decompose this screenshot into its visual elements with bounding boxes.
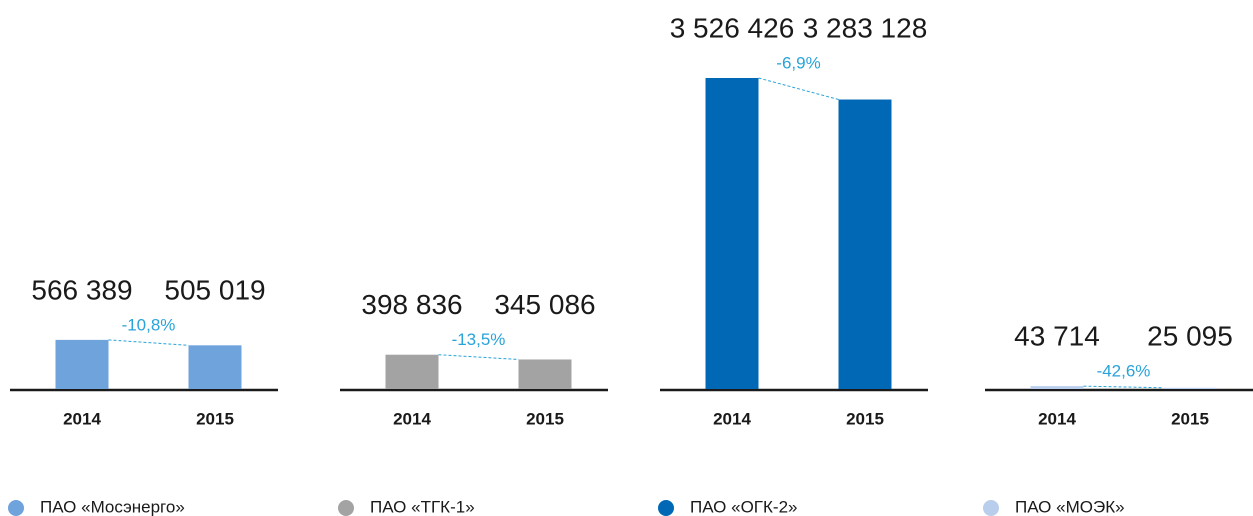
- legend-marker: [983, 500, 999, 516]
- value-label: 566 389: [31, 274, 132, 305]
- legend-label: ПАО «МОЭК»: [1015, 497, 1125, 516]
- category-label: 2015: [196, 409, 234, 428]
- change-label: -13,5%: [452, 330, 506, 349]
- legend-marker: [8, 500, 24, 516]
- value-label: 25 095: [1147, 321, 1233, 352]
- change-line: [438, 354, 519, 360]
- bar: [705, 78, 759, 389]
- change-label: -42,6%: [1097, 362, 1151, 381]
- legend-label: ПАО «ТГК-1»: [370, 497, 475, 516]
- bar: [518, 359, 572, 389]
- bar: [1030, 386, 1084, 389]
- change-label: -10,8%: [122, 315, 176, 334]
- legend-marker: [338, 500, 354, 516]
- category-label: 2015: [526, 409, 564, 428]
- value-label: 505 019: [164, 274, 265, 305]
- category-label: 2015: [1171, 409, 1209, 428]
- legend-marker: [658, 500, 674, 516]
- category-label: 2014: [713, 409, 751, 428]
- bar: [385, 354, 439, 389]
- category-label: 2014: [393, 409, 431, 428]
- change-line: [1083, 385, 1164, 389]
- bar: [838, 99, 892, 389]
- bar: [1163, 387, 1217, 389]
- legend-label: ПАО «Мосэнерго»: [40, 497, 185, 516]
- value-label: 398 836: [361, 289, 462, 320]
- category-label: 2014: [1038, 409, 1076, 428]
- bar: [188, 345, 242, 389]
- change-line: [758, 77, 839, 101]
- change-line: [108, 339, 189, 346]
- legend-label: ПАО «ОГК-2»: [690, 497, 798, 516]
- value-label: 3 283 128: [803, 12, 928, 43]
- value-label: 43 714: [1014, 321, 1100, 352]
- category-label: 2015: [846, 409, 884, 428]
- value-label: 3 526 426: [670, 12, 795, 43]
- value-label: 345 086: [494, 289, 595, 320]
- category-label: 2014: [63, 409, 101, 428]
- bar: [55, 339, 109, 389]
- change-label: -6,9%: [776, 53, 820, 72]
